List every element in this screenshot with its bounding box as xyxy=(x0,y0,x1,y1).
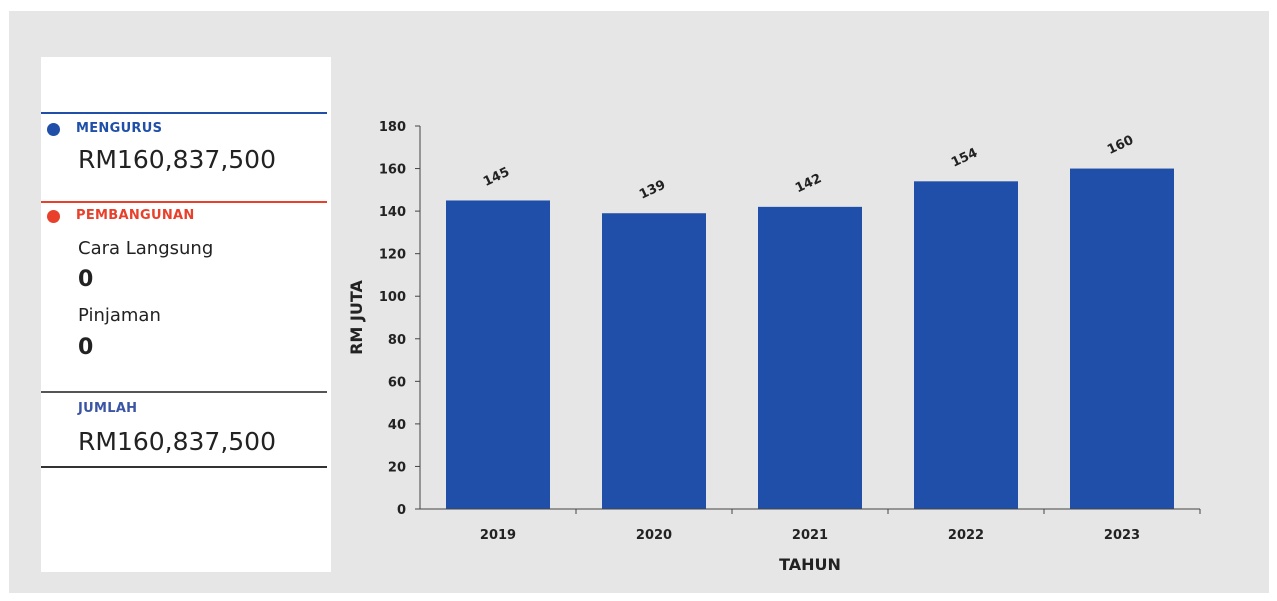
pembangunan-divider xyxy=(41,201,327,203)
data-label: 142 xyxy=(793,171,824,196)
jumlah-amount: RM160,837,500 xyxy=(78,427,276,456)
y-tick-label: 40 xyxy=(388,418,406,433)
y-tick-label: 120 xyxy=(379,248,406,263)
y-tick-label: 0 xyxy=(397,503,406,518)
pinjaman-label: Pinjaman xyxy=(78,305,161,326)
x-tick-label: 2023 xyxy=(1104,528,1140,543)
data-label: 139 xyxy=(637,178,668,203)
bar xyxy=(758,206,862,509)
bar xyxy=(914,181,1018,510)
cara-langsung-label: Cara Langsung xyxy=(78,238,214,259)
bar xyxy=(602,213,706,509)
y-tick-label: 140 xyxy=(379,205,406,220)
mengurus-amount: RM160,837,500 xyxy=(78,145,276,174)
data-label: 160 xyxy=(1105,133,1136,158)
y-tick-label: 80 xyxy=(388,333,406,348)
x-tick-label: 2020 xyxy=(636,528,672,543)
x-axis-title: TAHUN xyxy=(779,555,841,574)
mengurus-divider xyxy=(41,112,327,114)
bar xyxy=(446,200,550,509)
summary-card: MENGURUS RM160,837,500 PEMBANGUNAN Cara … xyxy=(41,57,331,572)
mengurus-label: MENGURUS xyxy=(76,121,163,136)
x-tick-label: 2021 xyxy=(792,528,828,543)
pembangunan-dot-icon xyxy=(47,210,60,223)
cara-langsung-value: 0 xyxy=(78,267,94,292)
jumlah-bottom-divider xyxy=(41,466,327,468)
y-tick-label: 160 xyxy=(379,163,406,178)
x-tick-label: 2022 xyxy=(948,528,984,543)
jumlah-divider xyxy=(41,391,327,393)
jumlah-label: JUMLAH xyxy=(78,401,138,416)
bar xyxy=(1070,168,1174,510)
x-tick-label: 2019 xyxy=(480,528,516,543)
y-tick-label: 60 xyxy=(388,375,406,390)
pembangunan-label: PEMBANGUNAN xyxy=(76,208,195,223)
y-tick-label: 20 xyxy=(388,460,406,475)
y-tick-label: 100 xyxy=(379,290,406,305)
y-tick-label: 180 xyxy=(379,120,406,135)
data-label: 145 xyxy=(481,165,512,190)
pinjaman-value: 0 xyxy=(78,335,94,360)
mengurus-dot-icon xyxy=(47,123,60,136)
y-axis-title: RM JUTA xyxy=(347,279,366,354)
data-label: 154 xyxy=(949,146,980,171)
